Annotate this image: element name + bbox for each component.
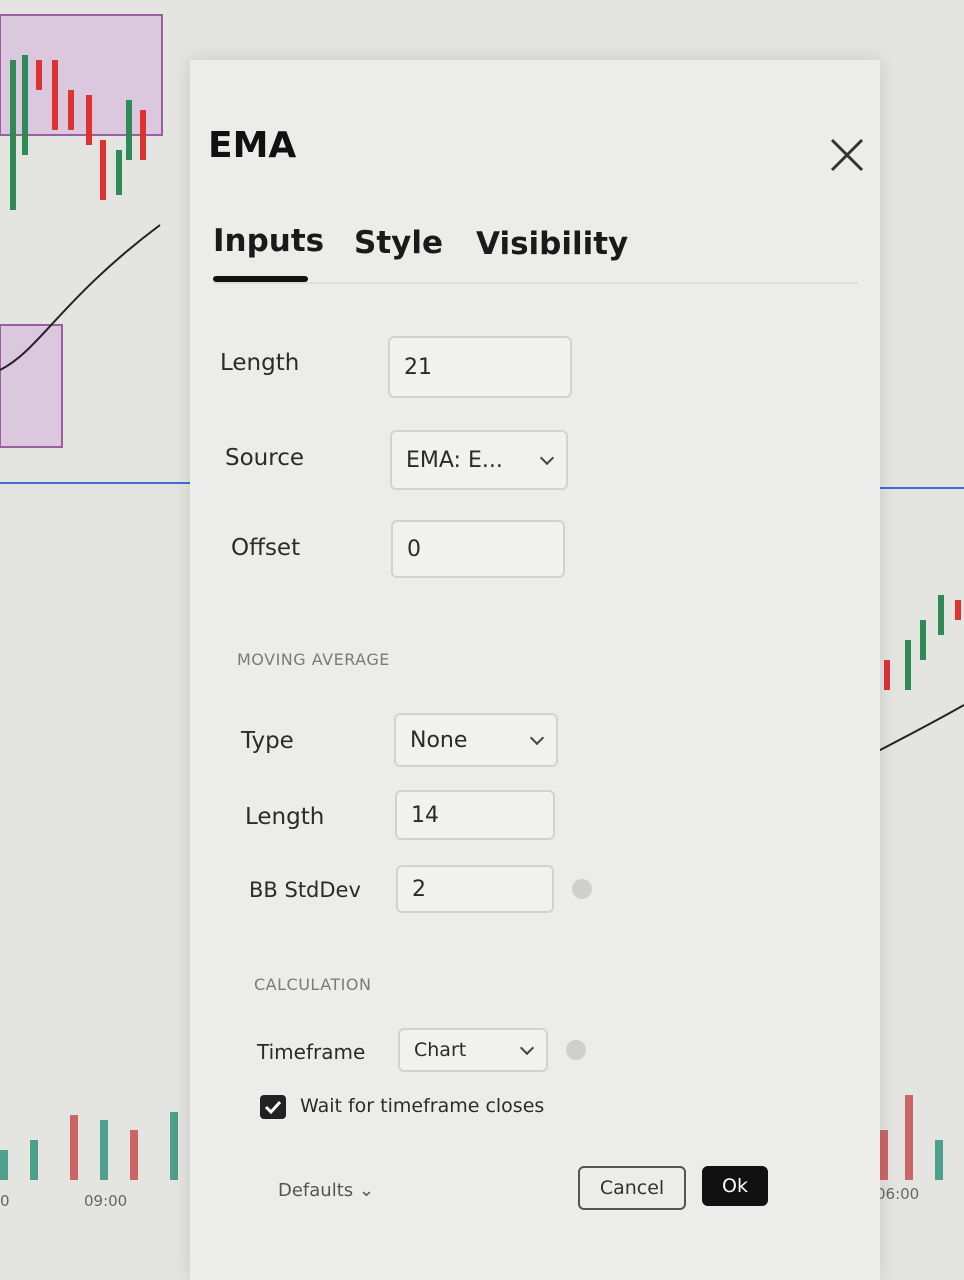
- defaults-button[interactable]: Defaults ⌄: [278, 1180, 374, 1201]
- checkbox-label: Wait for timeframe closes: [300, 1095, 545, 1117]
- zone: [0, 324, 63, 448]
- text-input[interactable]: 0: [391, 520, 565, 578]
- dialog-title: EMA: [208, 125, 297, 166]
- tab-style[interactable]: Style: [354, 225, 444, 261]
- field-label: Length: [220, 350, 300, 376]
- select-value: EMA: E...: [406, 447, 503, 473]
- tab-inputs[interactable]: Inputs: [213, 223, 325, 259]
- select-input[interactable]: Chart: [398, 1028, 548, 1072]
- select-input[interactable]: EMA: E...: [390, 430, 568, 490]
- info-icon[interactable]: [572, 879, 592, 899]
- select-value: Chart: [414, 1039, 467, 1061]
- field-label: BB StdDev: [249, 878, 361, 902]
- text-input[interactable]: 21: [388, 336, 572, 398]
- field-label: Source: [225, 445, 304, 471]
- field-label: Type: [241, 728, 294, 754]
- field-label: Timeframe: [257, 1040, 366, 1064]
- tab-divider: [213, 282, 858, 284]
- checkbox[interactable]: [260, 1095, 286, 1119]
- tab-visibility[interactable]: Visibility: [476, 226, 629, 262]
- defaults-label: Defaults: [278, 1180, 354, 1201]
- cancel-button[interactable]: Cancel: [578, 1166, 686, 1210]
- select-input[interactable]: None: [394, 713, 558, 767]
- time-label: 0: [0, 1192, 10, 1210]
- section-heading: MOVING AVERAGE: [237, 650, 390, 669]
- check-mark: [264, 1100, 282, 1115]
- tab-indicator: [213, 276, 308, 282]
- section-heading: CALCULATION: [254, 975, 372, 994]
- time-label: 06:00: [876, 1185, 920, 1203]
- text-input[interactable]: 2: [396, 865, 554, 913]
- dialog: EMA Inputs Style Visibility Length 21 So…: [190, 60, 880, 1280]
- time-label: 09:00: [84, 1192, 128, 1210]
- ok-button[interactable]: Ok: [702, 1166, 768, 1206]
- field-label: Length: [245, 804, 325, 830]
- field-label: Offset: [231, 535, 301, 561]
- candles: [10, 55, 961, 710]
- close-button[interactable]: [830, 138, 864, 172]
- ma-line: [0, 224, 161, 371]
- text-input[interactable]: 14: [395, 790, 555, 840]
- select-value: None: [410, 727, 468, 753]
- info-icon[interactable]: [566, 1040, 586, 1060]
